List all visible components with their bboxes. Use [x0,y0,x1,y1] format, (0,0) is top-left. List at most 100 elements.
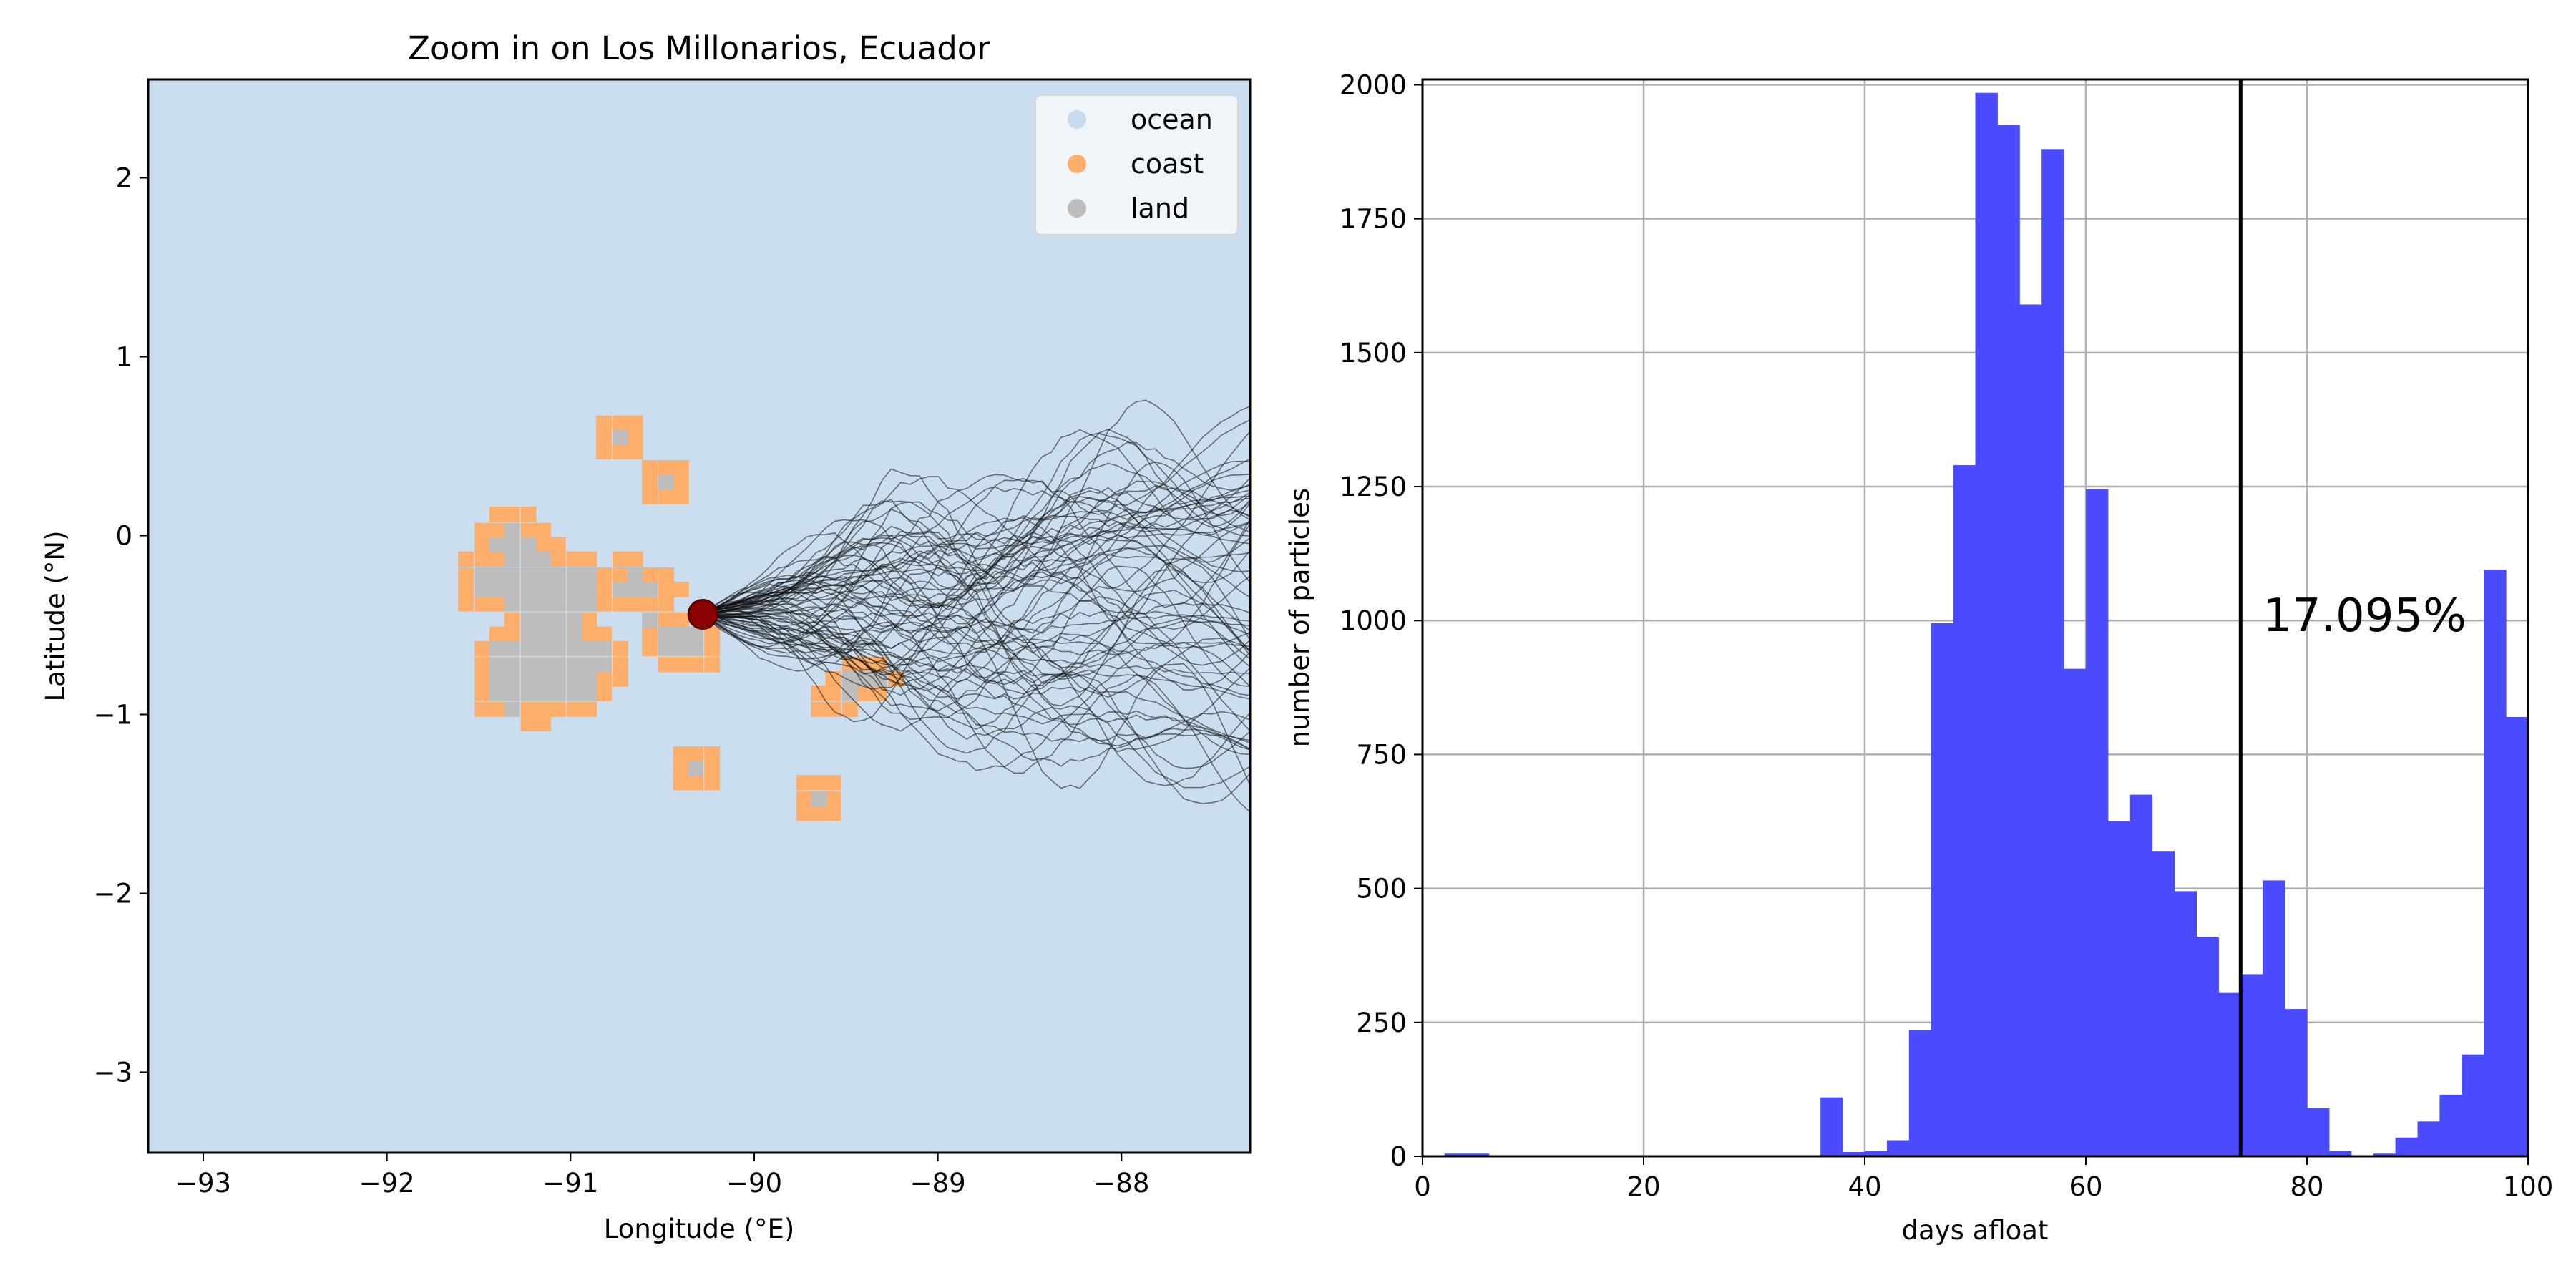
hist-y-tick-label: 1750 [1340,204,1407,235]
histogram-bar [1466,1153,1490,1156]
histogram-bar [2439,1094,2462,1156]
land-cell [489,567,505,583]
land-cell [566,640,582,657]
map-panel: Zoom in on Los Millonarios, Ecuador −93−… [40,29,1252,1244]
coast-cell [489,701,505,718]
trajectory-line [702,580,1250,695]
map-legend: ocean coast land [1035,94,1239,235]
map-y-tick-label: 2 [115,163,132,194]
trajectory-line [702,613,1250,789]
hist-y-tick-label: 1000 [1340,605,1407,636]
legend-coast-marker [1068,155,1086,173]
map-x-tick-label: −88 [1093,1168,1149,1199]
map-y-axis: −3 −2 −1 0 1 2 [93,163,148,1088]
coast-cell [581,626,597,643]
coast-cell [673,612,689,628]
coast-cell [811,686,827,701]
land-cell [504,537,520,553]
map-x-tick-label: −91 [542,1168,598,1199]
map-y-tick-label: −1 [93,700,132,731]
hist-y-tick-label: 0 [1390,1141,1407,1172]
land-cell [688,626,704,643]
coast-cell [642,474,658,490]
coast-cell [704,761,721,776]
land-cell [520,626,537,643]
histogram-bar [2086,489,2109,1156]
coast-cell [673,460,689,476]
land-cell [566,671,582,687]
coast-cell [474,522,491,539]
coast-cell [642,460,658,476]
land-cell [504,551,520,567]
hist-y-tick-label: 1250 [1340,472,1407,502]
coast-cell [612,640,628,657]
coast-cell [825,791,841,807]
land-cell [550,567,566,583]
land-cell [504,671,520,687]
trajectory-line [702,600,1250,652]
coast-cell [520,507,537,522]
land-cell [658,640,675,657]
coast-cell [811,701,827,718]
land-cell [520,567,537,583]
trajectory-line [702,613,1250,743]
histogram-bar [2506,717,2529,1156]
histogram-bar [2107,821,2131,1156]
trajectory-line [702,566,1250,684]
land-cell [581,671,597,687]
land-cell [504,522,520,539]
percentage-annotation: 17.095% [2263,590,2467,643]
map-frame [147,78,1252,1154]
land-cell [673,626,689,643]
coast-cell [841,701,858,718]
trajectory-line [702,429,1250,615]
hist-y-tick-label: 750 [1356,739,1407,770]
coast-cell [581,701,597,718]
land-cell [581,582,597,597]
land-cell [688,761,704,776]
coast-cell [520,522,537,539]
coast-cell [642,640,658,657]
land-cell [520,657,537,673]
coast-cell [658,489,675,504]
land-cell [535,596,552,612]
land-cell [642,582,658,597]
coast-cell [474,671,491,687]
land-cell [595,640,612,657]
coast-cell [642,626,658,643]
trajectory-line [702,492,1250,615]
map-x-axis: −93 −92 −91 −90 −89 −88 [175,1153,1149,1199]
coast-cell [550,701,566,718]
coast-cell [612,671,628,687]
trajectory-line [702,563,1250,688]
coast-cell [489,522,505,539]
histogram-frame [1421,78,2529,1158]
trajectory-line [702,535,1250,696]
land-cell [550,657,566,673]
coast-cell [550,537,566,553]
coast-cell [458,551,474,567]
legend-coast-label: coast [1131,148,1204,180]
histogram-bar [2373,1153,2396,1156]
land-cell [581,686,597,701]
hist-x-tick-label: 20 [1626,1171,1660,1202]
coast-cell [811,775,827,791]
hist-x-tick-label: 0 [1414,1171,1431,1202]
land-cell [612,429,628,446]
histogram-bar [2152,851,2175,1156]
land-cell [627,567,643,583]
coast-cell [566,701,582,718]
coast-cell [673,474,689,490]
map-x-tick-label: −92 [359,1168,415,1199]
trajectory-line [703,571,1250,643]
trajectory-line [702,460,1250,615]
trajectory-line [702,509,1250,669]
coast-cell [658,657,675,673]
coast-cell [612,444,628,460]
coast-cell [535,716,552,732]
land-cell [520,640,537,657]
land-cell [504,640,520,657]
coast-cell [458,582,474,597]
histogram-x-axis: 0 20 40 60 80 100 [1414,1156,2553,1202]
histogram-bar [2041,149,2064,1157]
